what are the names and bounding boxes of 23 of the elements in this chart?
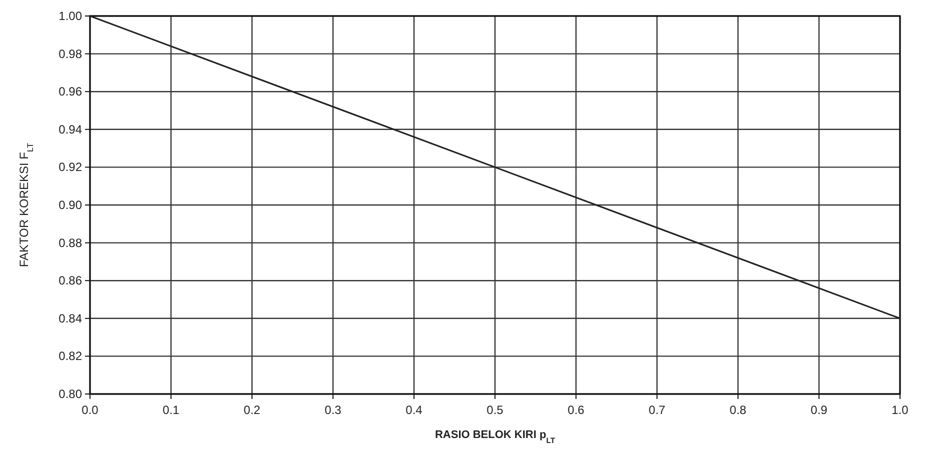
- y-tick-label: 0.82: [58, 349, 82, 364]
- x-tick-label: 0.2: [244, 403, 261, 417]
- x-tick-label: 0.5: [486, 403, 504, 417]
- x-tick-label: 0.0: [82, 403, 99, 417]
- y-tick-label: 0.88: [58, 236, 82, 250]
- x-tick-label: 1.0: [892, 403, 909, 417]
- x-tick-label: 0.9: [810, 403, 828, 417]
- y-tick-label: 0.86: [58, 274, 82, 288]
- y-tick-label: 0.80: [58, 387, 82, 401]
- y-tick-label: 0.84: [58, 311, 82, 326]
- y-tick-label: 0.96: [58, 84, 82, 99]
- y-tick-label: 0.94: [58, 122, 82, 136]
- x-axis-title: RASIO BELOK KIRI p$_{LT}$: [434, 429, 556, 444]
- x-tick-label: 0.8: [730, 403, 747, 417]
- x-tick-label: 0.3: [324, 403, 342, 417]
- y-tick-label: 0.98: [58, 46, 82, 61]
- x-tick-label: 0.6: [568, 403, 585, 417]
- y-tick-label: 0.92: [58, 160, 82, 174]
- x-tick-label: 0.1: [162, 403, 180, 417]
- x-tick-label: 0.7: [648, 403, 666, 417]
- x-tick-label: 0.4: [406, 403, 423, 417]
- y-tick-label: 0.90: [58, 198, 82, 212]
- y-tick-label: 1.00: [58, 9, 82, 23]
